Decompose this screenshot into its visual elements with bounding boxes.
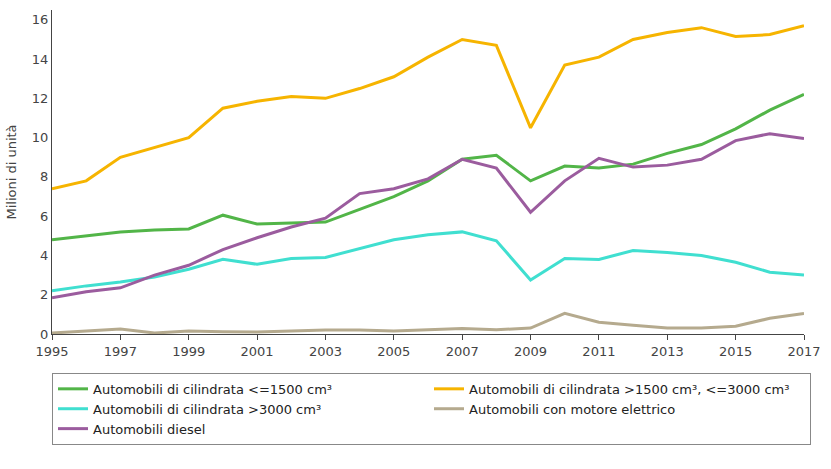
- svg-text:1997: 1997: [104, 344, 137, 359]
- svg-text:6: 6: [40, 209, 48, 224]
- svg-text:4: 4: [40, 248, 48, 263]
- svg-text:Automobili con motore elettric: Automobili con motore elettrico: [469, 402, 675, 417]
- svg-text:Automobili di cilindrata >3000: Automobili di cilindrata >3000 cm³: [93, 402, 321, 417]
- svg-text:16: 16: [32, 12, 49, 27]
- svg-text:2003: 2003: [309, 344, 342, 359]
- svg-text:Automobili di cilindrata >1500: Automobili di cilindrata >1500 cm³, <=30…: [469, 382, 789, 397]
- svg-text:2001: 2001: [241, 344, 274, 359]
- svg-text:2011: 2011: [582, 344, 615, 359]
- svg-text:2007: 2007: [446, 344, 479, 359]
- svg-text:2009: 2009: [514, 344, 547, 359]
- svg-text:8: 8: [40, 169, 48, 184]
- svg-text:2013: 2013: [651, 344, 684, 359]
- svg-text:Automobili di cilindrata <=150: Automobili di cilindrata <=1500 cm³: [93, 382, 332, 397]
- svg-text:2: 2: [40, 287, 48, 302]
- svg-text:14: 14: [32, 52, 49, 67]
- svg-text:12: 12: [32, 91, 49, 106]
- svg-text:2005: 2005: [377, 344, 410, 359]
- svg-text:0: 0: [40, 327, 48, 342]
- svg-text:2015: 2015: [719, 344, 752, 359]
- svg-text:2017: 2017: [787, 344, 820, 359]
- svg-text:10: 10: [32, 130, 49, 145]
- svg-text:Automobili diesel: Automobili diesel: [93, 422, 205, 437]
- svg-text:1999: 1999: [172, 344, 205, 359]
- svg-text:Milioni di unità: Milioni di unità: [4, 124, 19, 219]
- svg-text:1995: 1995: [35, 344, 68, 359]
